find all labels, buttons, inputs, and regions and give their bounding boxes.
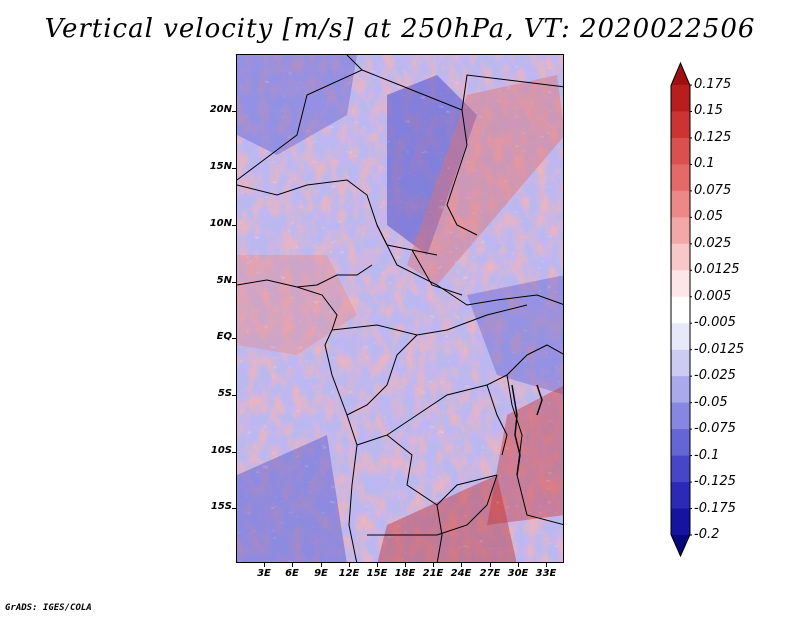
- credits-footer: GrADS: IGES/COLA: [5, 603, 92, 613]
- colorbar-label: 0.0125: [694, 262, 740, 278]
- colorbar-bottom-arrow: [671, 535, 690, 556]
- lat-tick: [232, 395, 236, 396]
- lat-tick: [232, 225, 236, 226]
- colorbar-label: 0.175: [694, 77, 732, 92]
- lat-tick: [232, 508, 236, 509]
- colorbar-top-arrow: [671, 63, 690, 85]
- velocity-field: [237, 55, 563, 562]
- lon-label: 3E: [257, 568, 271, 579]
- colorbar-label: -0.125: [694, 474, 736, 490]
- colorbar-label: 0.15: [694, 103, 723, 119]
- lat-tick: [232, 168, 236, 169]
- colorbar-bin: [671, 402, 690, 430]
- lon-label: 33E: [535, 568, 557, 579]
- lake-victoria: [536, 384, 543, 416]
- colorbar-label: 0.075: [694, 182, 732, 198]
- colorbar-label: 0.125: [694, 129, 732, 145]
- colorbar-label: -0.175: [694, 500, 736, 516]
- lon-tick: [461, 563, 462, 567]
- colorbar-bin: [671, 270, 690, 298]
- lat-tick: [232, 282, 236, 283]
- lat-label: 5N: [216, 275, 232, 286]
- lon-tick: [546, 563, 547, 567]
- colorbar-bin: [671, 376, 690, 404]
- map-title: Vertical velocity [m/s] at 250hPa, VT: 2…: [44, 14, 756, 44]
- colorbar-bin: [671, 455, 690, 483]
- colorbar-label: 0.025: [694, 235, 732, 251]
- colorbar-bin: [671, 429, 690, 457]
- map-panel: [236, 54, 564, 563]
- colorbar-label: -0.1: [694, 447, 720, 463]
- lon-tick: [433, 563, 434, 567]
- lat-label: 10S: [210, 445, 232, 456]
- lake-outlines: [511, 384, 543, 476]
- colorbar-bin: [671, 296, 690, 324]
- lon-label: 21E: [422, 568, 444, 579]
- colorbar-bin: [671, 164, 690, 192]
- lon-label: 30E: [507, 568, 529, 579]
- lat-tick: [232, 111, 236, 112]
- lon-label: 24E: [450, 568, 472, 579]
- lon-label: 9E: [314, 568, 328, 579]
- colorbar-label: 0.1: [694, 156, 715, 172]
- lon-tick: [321, 563, 322, 567]
- lon-tick: [292, 563, 293, 567]
- lon-tick: [349, 563, 350, 567]
- lat-label: 20N: [209, 104, 232, 115]
- colorbar-bin: [671, 349, 690, 377]
- lat-tick: [232, 338, 236, 339]
- lon-label: 27E: [479, 568, 501, 579]
- colorbar-label: -0.0125: [694, 341, 745, 357]
- white-streaks: [237, 55, 563, 562]
- colorbar-bin: [671, 323, 690, 351]
- lon-tick: [518, 563, 519, 567]
- lat-tick: [232, 452, 236, 453]
- colorbar-label: 0.05: [694, 209, 723, 225]
- colorbar-bin: [671, 217, 690, 245]
- colorbar-bin: [671, 85, 690, 112]
- colorbar: [670, 61, 692, 558]
- lat-label: 10N: [209, 218, 232, 229]
- colorbar-label: -0.2: [694, 527, 720, 542]
- lon-label: 12E: [338, 568, 360, 579]
- country-borders: [237, 55, 563, 562]
- colorbar-label: -0.025: [694, 368, 736, 384]
- lon-label: 18E: [394, 568, 416, 579]
- lake-tanganyika: [511, 384, 521, 476]
- colorbar-top-arrow-outline: [670, 61, 691, 86]
- lat-label: 15N: [209, 161, 232, 172]
- colorbar-label: -0.05: [694, 394, 728, 410]
- lon-label: 15E: [366, 568, 388, 579]
- lat-label: 15S: [210, 501, 232, 512]
- colorbar-bin: [671, 190, 690, 218]
- colorbar-bin: [671, 137, 690, 165]
- colorbar-segments: [671, 63, 692, 556]
- colorbar-label: -0.005: [694, 315, 736, 331]
- lat-label: EQ: [216, 331, 232, 342]
- colorbar-label: -0.075: [694, 421, 736, 437]
- lon-label: 6E: [285, 568, 299, 579]
- colorbar-bin: [671, 482, 690, 510]
- lat-label: 5S: [217, 388, 232, 399]
- lon-tick: [264, 563, 265, 567]
- colorbar-bottom-arrow-outline: [670, 534, 691, 558]
- lon-tick: [490, 563, 491, 567]
- colorbar-label: 0.005: [694, 288, 732, 304]
- colorbar-bin: [671, 508, 690, 536]
- colorbar-bin: [671, 111, 690, 139]
- lon-tick: [377, 563, 378, 567]
- lon-tick: [405, 563, 406, 567]
- colorbar-bin: [671, 243, 690, 271]
